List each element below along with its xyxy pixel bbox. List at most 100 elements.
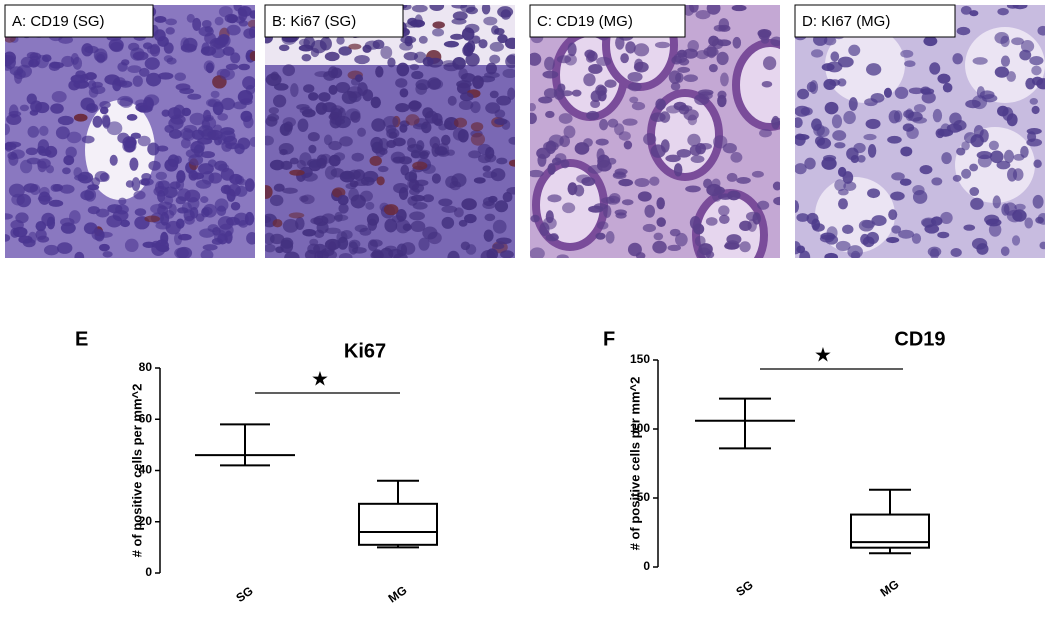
cell — [623, 140, 633, 150]
cell — [530, 169, 544, 178]
cell — [399, 41, 414, 51]
cell — [673, 163, 683, 177]
cell — [923, 36, 938, 47]
cell — [5, 234, 11, 242]
cell — [348, 43, 362, 50]
cell — [912, 190, 928, 204]
cell — [157, 72, 174, 80]
cell — [705, 250, 715, 258]
cell — [627, 71, 643, 82]
y-tick-label: 50 — [637, 490, 651, 504]
cell — [59, 184, 75, 194]
cell — [730, 152, 743, 163]
cell — [1025, 77, 1036, 90]
cell — [441, 216, 455, 229]
panel-letter: E — [75, 328, 88, 350]
cell — [46, 216, 56, 230]
cell — [201, 206, 213, 216]
cell — [1031, 65, 1042, 76]
cell — [296, 103, 310, 111]
cell — [492, 219, 507, 234]
cell — [451, 5, 468, 9]
cell — [16, 193, 32, 208]
cell — [301, 53, 312, 62]
cell — [230, 52, 241, 64]
cell — [372, 39, 385, 50]
cell — [243, 115, 254, 129]
cell — [846, 147, 859, 161]
cell — [649, 176, 660, 186]
y-tick-label: 0 — [145, 565, 152, 579]
cell — [642, 223, 657, 233]
cell — [886, 236, 900, 244]
cell — [396, 62, 410, 77]
cell — [739, 241, 751, 253]
cell — [338, 203, 349, 214]
label-box — [264, 4, 404, 38]
cell — [280, 160, 293, 170]
cell — [230, 201, 241, 211]
cell — [906, 126, 919, 139]
cell — [73, 113, 88, 122]
cell — [773, 196, 780, 206]
cell — [867, 144, 877, 158]
cell — [249, 137, 255, 147]
cell — [795, 117, 803, 129]
cell — [718, 205, 730, 216]
cell — [303, 84, 315, 93]
cell — [588, 63, 603, 74]
cell — [960, 5, 972, 15]
cell — [132, 75, 143, 87]
cell — [108, 38, 124, 52]
cell — [596, 56, 612, 67]
cell — [508, 136, 515, 145]
cell — [463, 42, 474, 57]
cell — [835, 240, 851, 251]
cell — [131, 177, 141, 192]
cell — [339, 252, 353, 258]
cell — [5, 213, 13, 220]
cell — [35, 221, 47, 232]
cell — [411, 5, 428, 13]
cell — [38, 148, 52, 157]
cell — [219, 68, 235, 81]
cell — [618, 131, 631, 141]
cell — [574, 142, 590, 155]
cell — [530, 112, 537, 125]
cell — [387, 57, 396, 68]
micrograph — [795, 5, 1045, 258]
cell — [545, 110, 555, 119]
cell — [536, 147, 551, 159]
cell — [167, 107, 182, 120]
cell — [94, 229, 105, 242]
cell — [560, 159, 570, 169]
cell — [795, 163, 807, 175]
cell — [427, 77, 442, 90]
cell — [950, 248, 962, 257]
cell — [736, 176, 751, 184]
cell — [837, 56, 854, 68]
y-tick-label: 20 — [139, 514, 153, 528]
cell — [712, 135, 728, 149]
cell — [470, 122, 484, 132]
cell — [200, 46, 217, 56]
cell — [496, 237, 512, 245]
cell — [319, 36, 332, 51]
cell — [547, 194, 562, 203]
cell — [888, 209, 898, 221]
cell — [354, 74, 364, 83]
cell — [265, 185, 273, 199]
micrograph — [5, 5, 255, 258]
cell — [970, 197, 984, 210]
cell — [154, 181, 165, 195]
cell — [273, 94, 287, 108]
cell — [84, 188, 97, 202]
cell — [561, 90, 573, 97]
cell — [192, 17, 202, 31]
cell — [1011, 235, 1021, 246]
cell — [676, 149, 692, 158]
cell — [621, 199, 634, 206]
cell — [637, 191, 652, 202]
cell — [348, 241, 359, 255]
